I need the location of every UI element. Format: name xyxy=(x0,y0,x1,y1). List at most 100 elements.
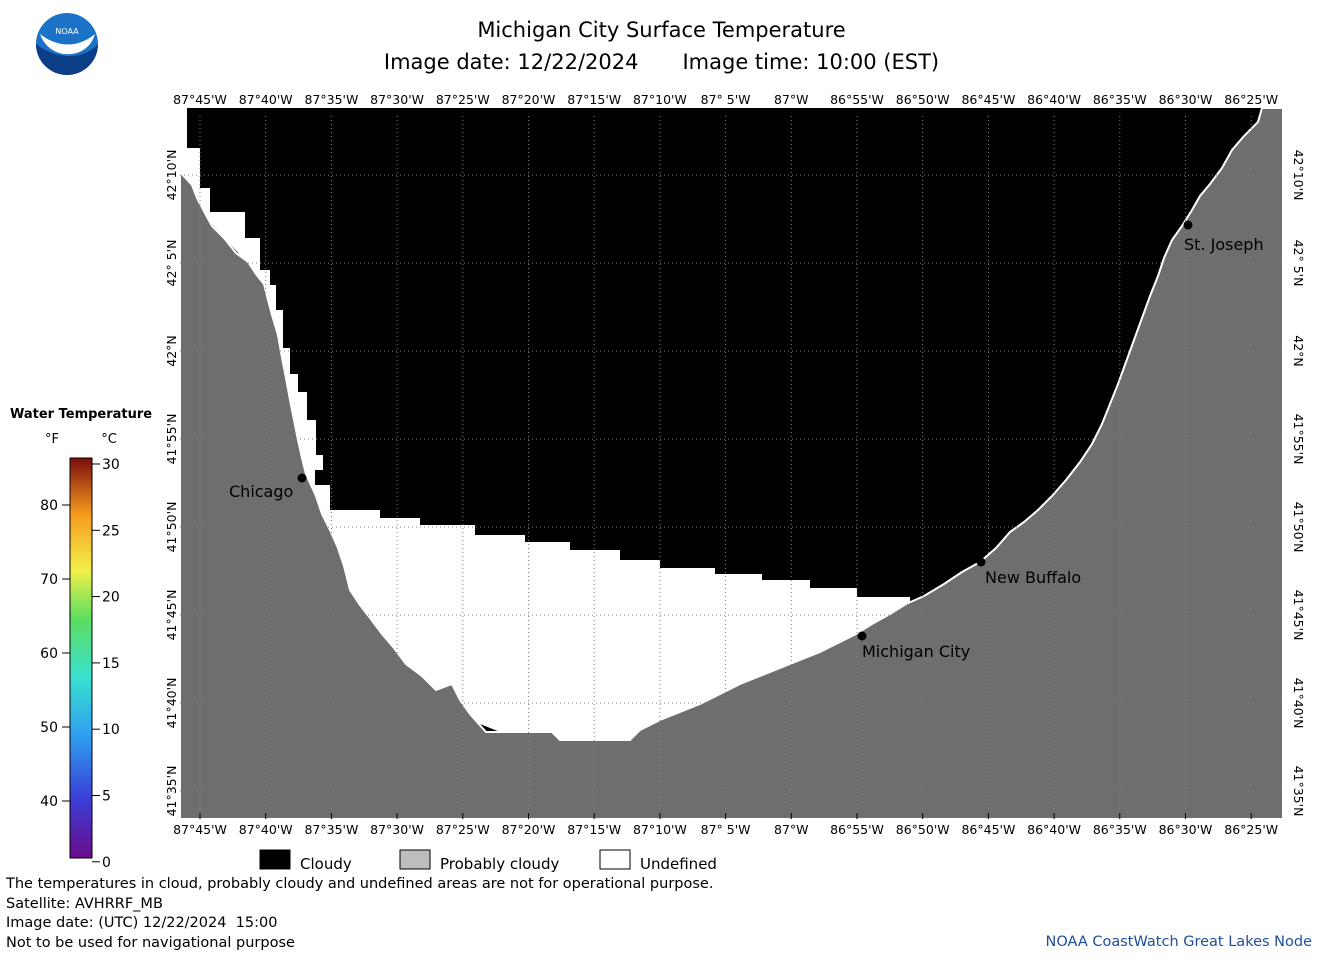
lon-label: 87°10'W xyxy=(633,822,687,837)
grid-lines xyxy=(180,108,1283,819)
place-label: New Buffalo xyxy=(985,568,1081,587)
unit-fahrenheit: °F xyxy=(45,432,59,447)
lon-label: 86°35'W xyxy=(1093,822,1147,837)
disclaimer-note: The temperatures in cloud, probably clou… xyxy=(6,876,714,892)
key-label: Probably cloudy xyxy=(440,855,559,873)
tick-label-c: 10 xyxy=(102,722,120,738)
lon-labels-bottom: 87°45'W 87°40'W 87°35'W 87°30'W 87°25'W 87°20… xyxy=(173,822,1278,837)
key-swatch xyxy=(599,849,631,870)
lon-label: 87° 5'W xyxy=(701,822,751,837)
page-title: Michigan City Surface Temperature xyxy=(477,18,846,42)
lat-label: 41°35'N xyxy=(1291,766,1306,817)
place-label: St. Joseph xyxy=(1184,235,1264,254)
lat-label: 41°55'N xyxy=(164,414,179,465)
lat-label: 42° 5'N xyxy=(1291,240,1306,287)
lon-label: 86°50'W xyxy=(896,822,950,837)
tick-label-f: 40 xyxy=(40,794,58,810)
tick-label-f: 50 xyxy=(40,720,58,736)
tick-label-f: 60 xyxy=(40,646,58,662)
lat-label: 42°10'N xyxy=(1291,150,1306,201)
color-bar xyxy=(69,457,93,859)
key-label: Undefined xyxy=(640,855,717,873)
lat-label: 42°N xyxy=(1291,335,1306,367)
lon-label: 87°40'W xyxy=(239,822,293,837)
place-markers: Chicago Michigan City New Buffalo St. Josep… xyxy=(229,220,1264,661)
utc-date: Image date: (UTC) 12/22/2024 15:00 xyxy=(6,915,278,931)
lat-label: 42°N xyxy=(164,335,179,367)
lon-label: 86°45'W xyxy=(961,92,1015,107)
lon-label: 87°45'W xyxy=(173,92,227,107)
place-label: Chicago xyxy=(229,482,293,501)
cloud-key: Cloudy Probably cloudy Undefined xyxy=(259,849,717,873)
lon-label: 86°55'W xyxy=(830,822,884,837)
lon-label: 86°55'W xyxy=(830,92,884,107)
place-dot xyxy=(857,631,867,641)
key-swatch xyxy=(259,849,291,870)
lon-label: 86°30'W xyxy=(1159,822,1213,837)
tick-label-c: 25 xyxy=(102,523,120,539)
lon-label: 87°W xyxy=(774,92,809,107)
lon-label: 87°25'W xyxy=(436,92,490,107)
lat-label: 41°45'N xyxy=(164,590,179,641)
lon-label: 86°25'W xyxy=(1224,92,1278,107)
lon-label: 87°15'W xyxy=(567,92,621,107)
place-dot xyxy=(1183,220,1193,230)
lon-label: 86°50'W xyxy=(896,92,950,107)
lon-labels-top: 87°45'W 87°40'W 87°35'W 87°30'W 87°25'W 87°20… xyxy=(173,92,1278,107)
image-time: Image time: 10:00 (EST) xyxy=(682,50,940,74)
lon-label: 86°35'W xyxy=(1093,92,1147,107)
tick-label-c: 15 xyxy=(102,656,120,672)
key-label: Cloudy xyxy=(300,855,352,873)
lon-label: 87°30'W xyxy=(370,822,424,837)
lon-label: 87°W xyxy=(774,822,809,837)
image-datetime: Image date: 12/22/2024 Image time: 10:00 … xyxy=(0,50,1323,74)
place-label: Michigan City xyxy=(862,642,970,661)
tick-label-c: 30 xyxy=(102,457,120,473)
satellite-info: Satellite: AVHRRF_MB xyxy=(6,896,163,912)
tick-label-c: 0 xyxy=(102,855,111,871)
lat-label: 41°50'N xyxy=(164,502,179,553)
lat-label: 42°10'N xyxy=(164,150,179,201)
lon-label: 87°40'W xyxy=(239,92,293,107)
lon-label: 87°15'W xyxy=(567,822,621,837)
lon-label: 86°40'W xyxy=(1027,92,1081,107)
place-dot xyxy=(976,557,986,567)
lon-label: 86°25'W xyxy=(1224,822,1278,837)
credit-text: NOAA CoastWatch Great Lakes Node xyxy=(1045,934,1312,950)
lat-label: 41°40'N xyxy=(1291,678,1306,729)
lat-label: 41°40'N xyxy=(164,678,179,729)
lon-label: 87°35'W xyxy=(304,92,358,107)
legend-title: Water Temperature xyxy=(10,407,153,422)
lon-label: 87°45'W xyxy=(173,822,227,837)
lon-label: 87°30'W xyxy=(370,92,424,107)
lat-label: 42° 5'N xyxy=(164,240,179,287)
lat-label: 41°45'N xyxy=(1291,590,1306,641)
undefined-region xyxy=(180,108,910,740)
unit-celsius: °C xyxy=(101,432,117,447)
lat-label: 41°55'N xyxy=(1291,414,1306,465)
lon-label: 87° 5'W xyxy=(701,92,751,107)
noaa-logo: NOAA xyxy=(36,13,98,75)
lon-label: 87°35'W xyxy=(304,822,358,837)
logo-text: NOAA xyxy=(55,27,79,36)
place-dot xyxy=(297,473,307,483)
lat-labels-right: 42°10'N 42° 5'N 42°N 41°55'N 41°50'N 41°45'N 4… xyxy=(1291,150,1306,817)
tick-label-c: 20 xyxy=(102,590,120,606)
lon-label: 87°20'W xyxy=(502,822,556,837)
lat-labels-left: 42°10'N 42° 5'N 42°N 41°55'N 41°50'N 41°45'N 4… xyxy=(164,150,179,817)
lat-label: 41°50'N xyxy=(1291,502,1306,553)
land-region xyxy=(179,107,1284,820)
image-date: Image date: 12/22/2024 xyxy=(383,50,639,74)
lon-label: 87°25'W xyxy=(436,822,490,837)
tick-label-c: 5 xyxy=(102,789,111,805)
lon-label: 87°10'W xyxy=(633,92,687,107)
lon-label: 86°30'W xyxy=(1159,92,1213,107)
lat-label: 41°35'N xyxy=(164,766,179,817)
tick-label-f: 80 xyxy=(40,498,58,514)
lon-label: 87°20'W xyxy=(502,92,556,107)
navigation-warning: Not to be used for navigational purpose xyxy=(6,935,295,951)
key-swatch xyxy=(399,849,431,870)
tick-label-f: 70 xyxy=(40,572,58,588)
